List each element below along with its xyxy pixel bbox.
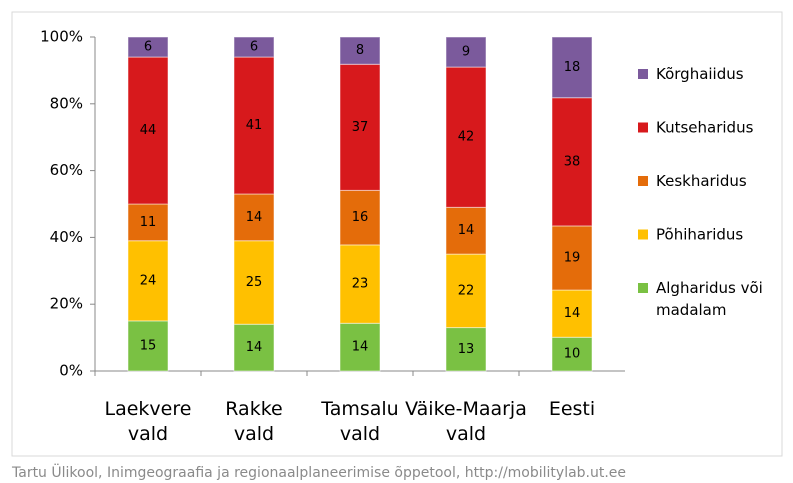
data-label: 41	[246, 118, 263, 133]
y-tick-label: 60%	[50, 161, 83, 179]
legend-swatch	[638, 229, 648, 240]
bar-segment	[445, 253, 487, 329]
bar-segment	[233, 323, 275, 372]
legend-swatch	[638, 283, 648, 293]
bar-segment	[445, 66, 487, 208]
bar-segment	[445, 327, 487, 372]
legend-swatch	[638, 176, 648, 186]
data-label: 6	[144, 40, 152, 55]
bar-segment	[127, 320, 169, 372]
y-tick-label: 0%	[59, 362, 83, 380]
bar-segment	[339, 244, 381, 324]
data-label: 14	[564, 306, 581, 321]
data-label: 14	[246, 340, 263, 355]
x-tick-label: Rakke vald	[225, 398, 282, 445]
legend-label: Kõrghaiidus	[656, 65, 744, 83]
data-label: 8	[356, 43, 364, 58]
data-label: 24	[140, 273, 157, 288]
bar-segment	[339, 36, 381, 65]
data-label: 38	[564, 154, 581, 169]
data-label: 13	[458, 342, 475, 357]
source-note: Tartu Ülikool, Inimgeograafia ja regiona…	[11, 463, 626, 481]
data-label: 23	[352, 277, 369, 292]
data-label: 22	[458, 283, 475, 298]
bar-segment	[551, 97, 593, 227]
bar-segment	[233, 36, 275, 58]
y-tick-label: 40%	[50, 228, 83, 246]
data-label: 10	[564, 347, 581, 362]
legend-label: Keskharidus	[656, 172, 747, 190]
legend-label: Algharidus või madalam	[656, 279, 763, 319]
bar-segment	[339, 189, 381, 246]
bar-segment	[127, 56, 169, 205]
bar-segment	[445, 36, 487, 68]
legend-swatch	[638, 122, 648, 133]
data-label: 19	[564, 250, 581, 265]
bar-segment	[127, 36, 169, 58]
data-label: 14	[246, 210, 263, 225]
legend-swatch	[638, 69, 648, 79]
bar-segment	[339, 63, 381, 191]
bar-segment	[445, 206, 487, 255]
data-label: 14	[352, 340, 369, 355]
bar-segment	[551, 289, 593, 338]
data-label: 44	[140, 123, 157, 138]
bar-segment	[339, 322, 381, 372]
x-tick-label: Tamsalu vald	[320, 398, 398, 445]
bar-segment	[233, 193, 275, 242]
data-label: 15	[140, 338, 157, 353]
y-tick-label: 100%	[40, 28, 83, 46]
y-tick-label: 80%	[50, 94, 83, 112]
data-label: 16	[352, 210, 369, 225]
bar-segment	[551, 36, 593, 99]
data-label: 14	[458, 223, 475, 238]
y-tick-label: 20%	[50, 295, 83, 313]
x-tick-label: Väike-Maarja vald	[405, 398, 527, 445]
bar-segment	[233, 240, 275, 325]
data-label: 25	[246, 275, 263, 290]
legend-label: Põhiharidus	[656, 225, 743, 243]
data-label: 18	[564, 60, 581, 75]
bar-segment	[127, 240, 169, 322]
bar-segment	[233, 56, 275, 195]
data-label: 6	[250, 40, 258, 55]
legend-label: Kutseharidus	[656, 118, 754, 136]
x-tick-label: Laekvere vald	[105, 398, 192, 445]
chart-border	[11, 11, 783, 457]
data-label: 9	[462, 45, 470, 60]
data-label: 37	[352, 120, 369, 135]
x-tick-label: Eesti	[549, 398, 595, 420]
data-label: 42	[458, 130, 475, 145]
data-label: 11	[140, 215, 157, 230]
